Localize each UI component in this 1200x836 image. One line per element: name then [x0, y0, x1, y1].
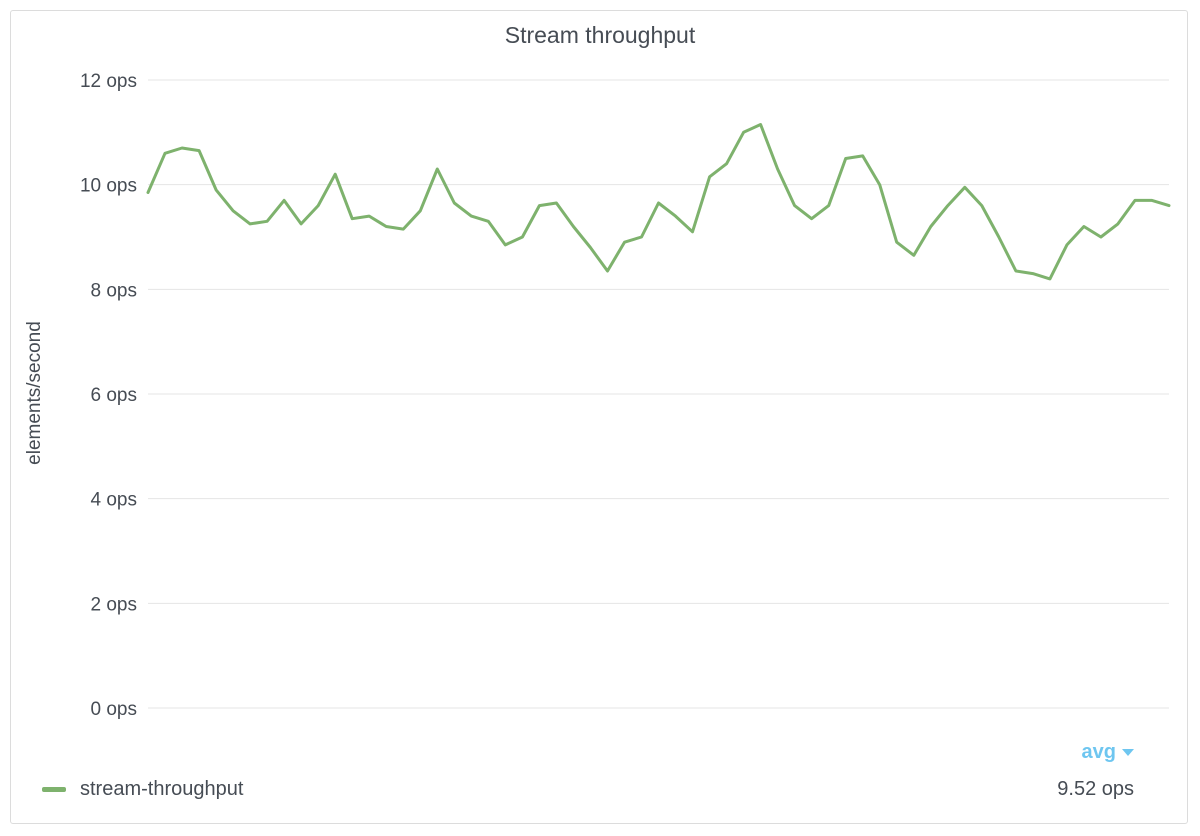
series-line-stream-throughput[interactable]: [146, 123, 1171, 281]
y-tick-label: 12 ops: [80, 71, 137, 92]
legend-series-toggle[interactable]: stream-throughput: [42, 778, 243, 801]
y-tick-label: 0 ops: [91, 699, 137, 720]
legend-sort-label: avg: [1081, 741, 1116, 763]
legend-series-avg-value: 9.52 ops: [1057, 778, 1134, 800]
graph-panel: [10, 10, 1188, 824]
legend-row: stream-throughput 9.52 ops: [42, 778, 1134, 801]
y-tick-label: 6 ops: [91, 385, 137, 406]
y-tick-labels: 0 ops 2 ops 4 ops 6 ops 8 ops 10 ops 12 ops: [80, 71, 137, 720]
y-tick-label: 2 ops: [91, 594, 137, 615]
legend-color-swatch: [42, 787, 66, 792]
y-tick-label: 4 ops: [91, 490, 137, 511]
grid-lines: [148, 79, 1169, 709]
series-lines: [146, 123, 1171, 281]
legend-sort-avg[interactable]: avg: [1082, 741, 1134, 764]
y-tick-label: 10 ops: [80, 176, 137, 197]
y-tick-label: 8 ops: [91, 280, 137, 301]
panel-title[interactable]: Stream throughput: [504, 22, 696, 48]
sort-descending-icon: [1122, 749, 1134, 756]
legend-series-name: stream-throughput: [80, 778, 244, 800]
